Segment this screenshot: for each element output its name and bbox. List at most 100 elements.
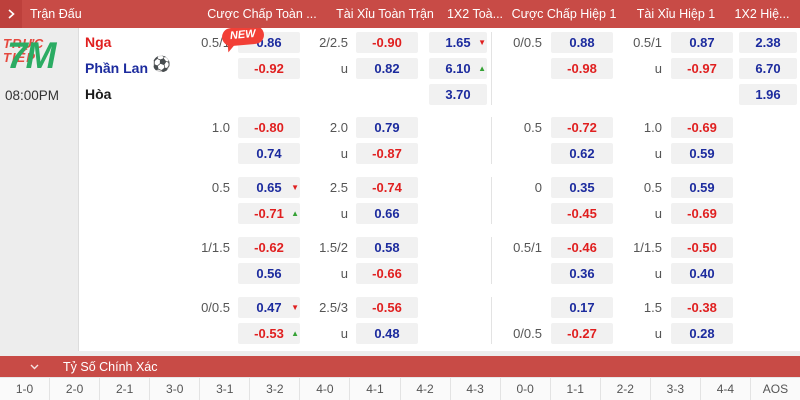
score-button[interactable]: 2-2	[601, 378, 651, 400]
ft-handicap-odds-away[interactable]: -0.71 ▲	[238, 203, 300, 224]
trend-icon: ▼	[478, 37, 486, 47]
score-button[interactable]: 4-3	[451, 378, 501, 400]
h1-handicap-odds-home[interactable]: 0.17	[551, 297, 613, 318]
ft-over-odds[interactable]: 0.58	[356, 237, 418, 258]
ft-ou-value: 2.5/3	[319, 300, 348, 315]
h1-handicap-odds-home[interactable]: 0.88	[551, 32, 613, 53]
correct-score-bar[interactable]: Tỷ Số Chính Xác	[0, 356, 800, 377]
h1-ou-value: 1.5	[643, 300, 662, 315]
ft-ou-under-label: u	[340, 206, 348, 221]
odds-content: TRỰC TIẾP 7M 08:00PM Nga Phần Lan Hòa ⚽ …	[0, 28, 800, 356]
h1-1x2-away-odds[interactable]: 6.70	[739, 58, 797, 79]
ft-ou-value: 2.5	[329, 180, 348, 195]
h1-ou-value: 0.5	[643, 180, 662, 195]
h1-ou-under-label: u	[654, 61, 662, 76]
expand-chevron-icon[interactable]	[0, 0, 22, 28]
ft-handicap-odds-home[interactable]: 0.47 ▼	[238, 297, 300, 318]
score-button[interactable]: 3-3	[651, 378, 701, 400]
h1-1x2-home-odds[interactable]: 2.38	[739, 32, 797, 53]
away-team: Phần Lan	[85, 60, 149, 76]
h1-ou-under-label: u	[654, 326, 662, 341]
h1-under-odds[interactable]: 0.40	[671, 263, 733, 284]
score-button[interactable]: 2-1	[100, 378, 151, 400]
ft-over-odds[interactable]: -0.56	[356, 297, 418, 318]
ft-handicap-value: 0.5	[211, 180, 230, 195]
score-button[interactable]: 4-0	[300, 378, 351, 400]
ft-handicap-odds-home[interactable]: 0.65 ▼	[238, 177, 300, 198]
h1-handicap-odds-away[interactable]: -0.27	[551, 323, 613, 344]
ft-over-odds[interactable]: -0.90	[356, 32, 418, 53]
h1-handicap-value: 0/0.5	[513, 35, 542, 50]
odds-row: 1/1.5 -0.62 0.56 1.5/2 u 0.58 -0.66 0.5/1 -…	[79, 230, 800, 290]
score-button[interactable]: 1-1	[551, 378, 601, 400]
ft-under-odds[interactable]: 0.82	[356, 58, 418, 79]
ft-ou-value: 1.5/2	[319, 240, 348, 255]
col-h1-1x2: 1X2 Hiệ...	[734, 7, 790, 21]
odds-row: 0/0.5 0.47 ▼ -0.53 ▲ 2.5/3 u -0.56 0.48 0/0.5…	[79, 290, 800, 350]
score-button[interactable]: 2-0	[50, 378, 101, 400]
h1-over-odds[interactable]: -0.50	[671, 237, 733, 258]
ft-over-odds[interactable]: 0.79	[356, 117, 418, 138]
h1-handicap-odds-home[interactable]: -0.46	[551, 237, 613, 258]
h1-handicap-odds-home[interactable]: -0.72	[551, 117, 613, 138]
collapse-chevron-icon	[30, 364, 39, 369]
ft-under-odds[interactable]: -0.87	[356, 143, 418, 164]
ft-handicap-odds-away[interactable]: 0.56	[238, 263, 300, 284]
h1-under-odds[interactable]: -0.97	[671, 58, 733, 79]
odds-row: 1.0 -0.80 0.74 2.0 u 0.79 -0.87 0.5 -0.72 0.…	[79, 110, 800, 170]
teams-cell: Nga Phần Lan Hòa ⚽	[79, 32, 195, 105]
correct-score-title: Tỷ Số Chính Xác	[63, 359, 158, 374]
h1-under-odds[interactable]: 0.28	[671, 323, 733, 344]
ft-handicap-odds-away[interactable]: -0.53 ▲	[238, 323, 300, 344]
ft-handicap-odds-home[interactable]: 0.86 NEW	[221, 28, 300, 53]
ft-handicap-odds-home[interactable]: -0.62	[238, 237, 300, 258]
score-button[interactable]: 3-1	[200, 378, 251, 400]
score-button[interactable]: 3-0	[150, 378, 201, 400]
col-ft-overunder: Tài Xỉu Toàn Trận	[336, 7, 434, 21]
h1-handicap-odds-away[interactable]: -0.98	[551, 58, 613, 79]
ft-handicap-value: 0/0.5	[201, 300, 230, 315]
ft-1x2-draw-odds[interactable]: 3.70	[429, 84, 487, 105]
score-button[interactable]: 1-0	[0, 378, 51, 400]
h1-1x2-draw-odds[interactable]: 1.96	[739, 84, 797, 105]
ft-1x2-away-odds[interactable]: 6.10 ▲	[429, 58, 487, 79]
h1-over-odds[interactable]: -0.38	[671, 297, 733, 318]
h1-over-odds[interactable]: 0.59	[671, 177, 733, 198]
col-h1-overunder: Tài Xỉu Hiệp 1	[636, 7, 716, 21]
score-button[interactable]: 0-0	[501, 378, 551, 400]
home-team: Nga	[85, 34, 112, 50]
h1-handicap-odds-away[interactable]: -0.45	[551, 203, 613, 224]
score-button[interactable]: 4-4	[701, 378, 751, 400]
ft-handicap-odds-away[interactable]: 0.74	[238, 143, 300, 164]
score-button[interactable]: AOS	[762, 382, 789, 396]
h1-ou-under-label: u	[654, 266, 662, 281]
ft-under-odds[interactable]: 0.66	[356, 203, 418, 224]
h1-handicap-odds-home[interactable]: 0.35	[551, 177, 613, 198]
ft-under-odds[interactable]: 0.48	[356, 323, 418, 344]
h1-handicap-odds-away[interactable]: 0.36	[551, 263, 613, 284]
trend-icon: ▲	[291, 208, 299, 218]
match-meta-rail: TRỰC TIẾP 7M 08:00PM	[0, 28, 78, 356]
ft-ou-under-label: u	[340, 61, 348, 76]
h1-under-odds[interactable]: -0.69	[671, 203, 733, 224]
ft-over-odds[interactable]: -0.74	[356, 177, 418, 198]
h1-handicap-odds-away[interactable]: 0.62	[551, 143, 613, 164]
h1-ou-value: 0.5/1	[633, 35, 662, 50]
ft-under-odds[interactable]: -0.66	[356, 263, 418, 284]
ft-ou-value: 2.0	[329, 120, 348, 135]
correct-score-row: 1-0 2-0 2-1 3-0 3-1 3-2 4-0 4-1 4-2 4-3 …	[0, 377, 800, 400]
ft-ou-under-label: u	[340, 146, 348, 161]
score-button[interactable]: 3-2	[250, 378, 301, 400]
h1-under-odds[interactable]: 0.59	[671, 143, 733, 164]
trend-icon: ▲	[291, 328, 299, 338]
col-ft-handicap: Cược Chấp Toàn ...	[207, 7, 317, 21]
h1-ou-under-label: u	[654, 206, 662, 221]
h1-over-odds[interactable]: -0.69	[671, 117, 733, 138]
ft-handicap-odds-home[interactable]: -0.80	[238, 117, 300, 138]
h1-over-odds[interactable]: 0.87	[671, 32, 733, 53]
score-button[interactable]: 4-1	[350, 378, 401, 400]
score-button[interactable]: 4-2	[401, 378, 451, 400]
odds-row-main: Nga Phần Lan Hòa ⚽ 0.5/1 0.86 NEW	[79, 28, 800, 110]
ft-1x2-home-odds[interactable]: 1.65 ▼	[429, 32, 487, 53]
ft-handicap-odds-away[interactable]: -0.92	[238, 58, 300, 79]
